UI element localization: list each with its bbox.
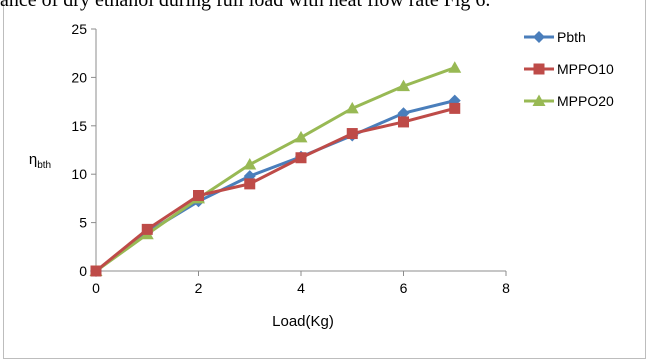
- data-point: [345, 101, 359, 114]
- x-axis-ticks: 0 2 4 6 8: [92, 271, 510, 296]
- legend-label: MPPO20: [557, 93, 614, 109]
- y-axis-ticks: 0 5 10 15 20 25: [71, 21, 96, 279]
- chart-axes: [95, 29, 506, 272]
- legend-swatch-marker: [532, 94, 546, 106]
- data-point: [449, 102, 461, 114]
- data-point: [397, 79, 410, 92]
- legend-swatch-marker: [533, 63, 545, 75]
- y-tick-label: 5: [79, 215, 87, 231]
- x-tick-label: 0: [92, 280, 100, 296]
- series-mppo10: [90, 102, 461, 277]
- y-tick-label: 10: [71, 166, 87, 182]
- series-layer: [89, 61, 462, 277]
- legend-label: Pbth: [557, 29, 586, 45]
- y-tick-label: 0: [79, 263, 87, 279]
- data-point: [243, 158, 257, 170]
- data-point: [244, 178, 256, 190]
- clipped-caption-text: ance of dry ethanol during full load wit…: [0, 0, 491, 11]
- data-point: [141, 223, 153, 235]
- series-line: [95, 106, 456, 273]
- y-axis-title-main: η: [29, 151, 37, 168]
- y-axis-title: ηbth: [29, 151, 51, 171]
- y-tick-label: 20: [71, 69, 87, 85]
- legend-label: MPPO10: [557, 61, 614, 77]
- legend-item: MPPO10: [524, 61, 614, 77]
- data-point: [90, 265, 102, 277]
- data-point: [193, 189, 204, 201]
- series-line: [95, 66, 456, 273]
- data-point: [448, 61, 462, 73]
- x-tick-label: 8: [502, 280, 510, 296]
- x-tick-label: 2: [195, 280, 203, 296]
- data-point: [295, 152, 307, 164]
- x-tick-label: 6: [400, 280, 408, 296]
- data-point: [346, 128, 358, 140]
- data-point: [398, 116, 409, 128]
- x-tick-label: 4: [297, 280, 305, 296]
- legend: Pbth MPPO10 MPPO20: [524, 29, 614, 109]
- legend-item: Pbth: [524, 29, 586, 45]
- legend-swatch-marker: [533, 31, 545, 43]
- y-tick-label: 15: [71, 118, 87, 134]
- y-tick-label: 25: [71, 21, 87, 37]
- legend-item: MPPO20: [524, 93, 614, 109]
- data-point: [294, 130, 308, 143]
- x-axis-title: Load(Kg): [272, 313, 334, 330]
- chart-frame: [3, 0, 646, 359]
- y-axis-title-subscript: bth: [37, 160, 51, 171]
- data-point: [397, 107, 410, 120]
- series-mppo20: [89, 61, 462, 276]
